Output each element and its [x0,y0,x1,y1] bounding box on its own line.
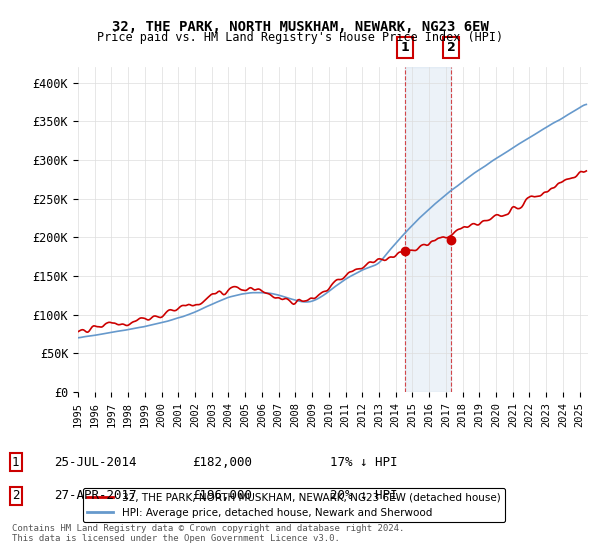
Legend: 32, THE PARK, NORTH MUSKHAM, NEWARK, NG23 6EW (detached house), HPI: Average pri: 32, THE PARK, NORTH MUSKHAM, NEWARK, NG2… [83,488,505,522]
Bar [405,67,451,392]
Text: 20% ↓ HPI: 20% ↓ HPI [330,489,398,502]
Text: Contains HM Land Registry data © Crown copyright and database right 2024.
This d: Contains HM Land Registry data © Crown c… [12,524,404,543]
Text: Price paid vs. HM Land Registry's House Price Index (HPI): Price paid vs. HM Land Registry's House … [97,31,503,44]
Text: 1: 1 [401,41,409,54]
Text: 17% ↓ HPI: 17% ↓ HPI [330,455,398,469]
Text: 2: 2 [12,489,19,502]
Text: £196,000: £196,000 [192,489,252,502]
Text: £182,000: £182,000 [192,455,252,469]
Text: 2: 2 [447,41,455,54]
Text: 27-APR-2017: 27-APR-2017 [54,489,137,502]
Text: 25-JUL-2014: 25-JUL-2014 [54,455,137,469]
Text: 1: 1 [12,455,19,469]
Text: 32, THE PARK, NORTH MUSKHAM, NEWARK, NG23 6EW: 32, THE PARK, NORTH MUSKHAM, NEWARK, NG2… [112,20,488,34]
